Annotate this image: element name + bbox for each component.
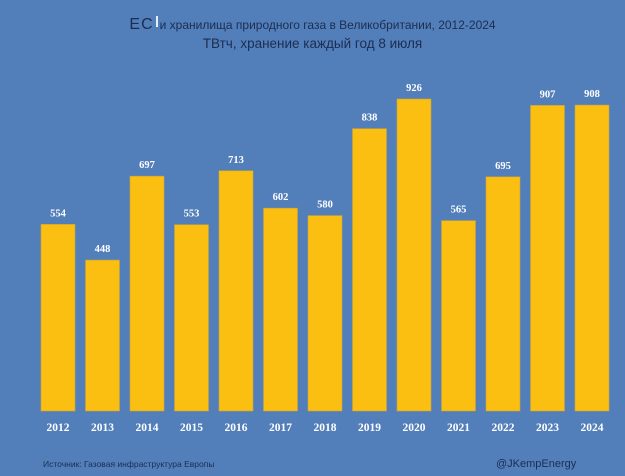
bar-2022 [485, 176, 521, 412]
bar-2023 [530, 105, 565, 412]
x-tick-label-2017: 2017 [269, 422, 292, 434]
value-label-2015: 553 [184, 209, 200, 220]
x-tick-label-2021: 2021 [447, 422, 470, 434]
value-label-2024: 908 [584, 89, 600, 100]
value-label-2023: 907 [540, 89, 556, 100]
value-label-2013: 448 [95, 244, 111, 255]
x-tick-label-2018: 2018 [314, 422, 337, 434]
bar-2016 [218, 170, 254, 412]
value-label-2017: 602 [273, 192, 289, 203]
chart-subtitle: ТВтч, хранение каждый год 8 июля [202, 36, 423, 51]
value-label-2021: 565 [451, 205, 467, 216]
bar-2018 [307, 215, 343, 412]
bar-2015 [174, 224, 209, 412]
x-tick-label-2022: 2022 [492, 422, 515, 434]
x-tick-label-2013: 2013 [91, 422, 114, 434]
chart-title-text: и хранилища природного газа в Великобрит… [159, 18, 496, 32]
bar-2020 [396, 98, 432, 412]
x-tick-label-2012: 2012 [47, 422, 70, 434]
bar-2014 [129, 175, 165, 412]
bar-2021 [441, 220, 476, 412]
bar-2019 [352, 128, 387, 412]
value-label-2014: 697 [139, 160, 155, 171]
bar-2024 [574, 104, 610, 412]
author-credit: @JKempEnergy [496, 458, 577, 470]
bar-2017 [263, 207, 298, 412]
bar-2013 [85, 259, 120, 412]
text-cursor-icon [155, 16, 158, 27]
value-label-2018: 580 [317, 200, 333, 211]
chart-title: ЕС и хранилища природного газа в Великобр… [0, 16, 625, 34]
x-tick-label-2015: 2015 [180, 422, 203, 434]
x-tick-label-2016: 2016 [225, 422, 248, 434]
value-label-2012: 554 [50, 208, 67, 219]
x-tick-label-2024: 2024 [581, 422, 604, 434]
x-tick-label-2019: 2019 [358, 422, 381, 434]
x-tick-label-2023: 2023 [536, 422, 559, 434]
value-label-2019: 838 [362, 113, 378, 124]
value-label-2020: 926 [406, 83, 422, 94]
source-note: Источник: Газовая инфраструктура Европы [43, 459, 215, 469]
value-label-2016: 713 [228, 155, 244, 166]
x-tick-label-2020: 2020 [403, 422, 426, 434]
bar-2012 [40, 224, 76, 412]
x-tick-label-2014: 2014 [136, 422, 159, 434]
value-label-2022: 695 [495, 161, 511, 172]
chart-title-prefix: ЕС [129, 16, 154, 33]
